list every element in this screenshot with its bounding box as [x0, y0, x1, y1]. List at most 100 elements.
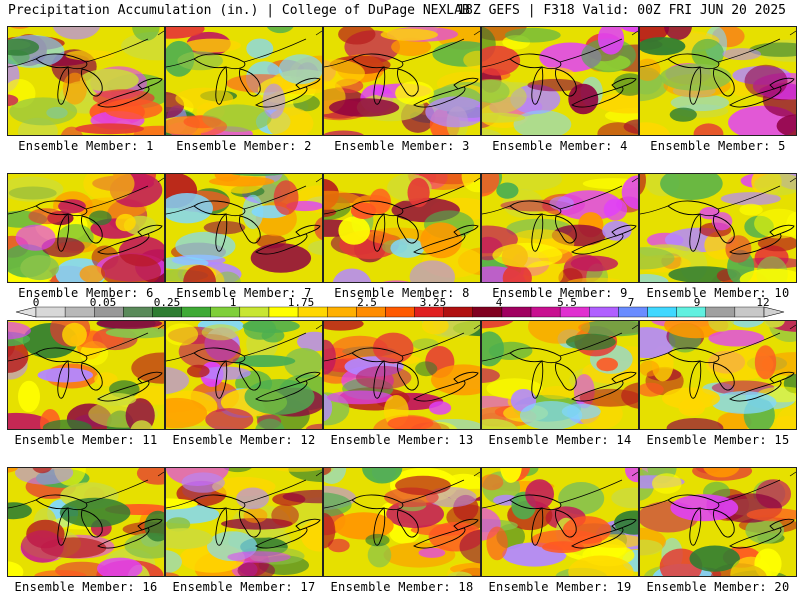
colorbar-swatch [35, 306, 66, 318]
colorbar-swatch [501, 306, 532, 318]
precip-blob [338, 27, 376, 45]
precip-blob [429, 401, 452, 415]
precip-blob [482, 418, 518, 429]
precip-blob [8, 412, 50, 429]
precip-blob [720, 192, 781, 206]
colorbar-tick-label: 0.25 [153, 296, 181, 309]
colorbar-swatch [530, 306, 561, 318]
precip-blob [34, 570, 87, 576]
precip-blob [482, 474, 504, 491]
border-line [166, 324, 322, 362]
precip-blob [269, 468, 322, 472]
precip-blob [83, 174, 135, 202]
border-line [166, 30, 322, 68]
precip-blob [324, 393, 333, 422]
precip-map [323, 467, 481, 577]
great-lakes-outline [193, 347, 246, 364]
precip-map [323, 26, 481, 136]
precip-blob [754, 345, 777, 380]
precip-blob [365, 533, 390, 547]
precip-blob [763, 321, 785, 328]
great-lakes-outline [769, 77, 795, 90]
great-lakes-outline [137, 518, 163, 531]
precip-blob [250, 243, 312, 273]
precip-blob [166, 323, 199, 346]
ensemble-member-label: Ensemble Member: 16 [14, 580, 158, 594]
precip-blob [482, 368, 500, 383]
ensemble-member-panel: Ensemble Member: 14 [481, 320, 639, 447]
precip-blob [739, 268, 796, 282]
precip-blob [178, 334, 241, 370]
precip-blob [739, 203, 763, 216]
precip-blob [242, 321, 300, 333]
precip-blob [96, 393, 137, 406]
precip-blob [596, 92, 638, 114]
precip-blob [660, 174, 723, 200]
precip-blob [492, 242, 563, 268]
ensemble-member-label: Ensemble Member: 7 [176, 286, 312, 300]
great-lakes-outline [81, 362, 103, 391]
colorbar-swatch [327, 306, 357, 318]
border-line [8, 177, 164, 215]
colorbar-swatch [239, 306, 270, 318]
precip-map [323, 320, 481, 430]
precip-blob [37, 367, 93, 383]
precip-blob [104, 98, 163, 120]
precip-blob [640, 360, 660, 377]
great-lakes-outline [531, 213, 544, 252]
great-lakes-outline [239, 68, 261, 97]
great-lakes-outline [413, 527, 466, 549]
great-lakes-outline [373, 360, 386, 399]
precip-blob [708, 321, 734, 332]
great-lakes-outline [571, 233, 624, 255]
great-lakes-outline [255, 233, 308, 255]
precip-blob [324, 59, 365, 88]
precip-blob [305, 423, 322, 429]
precip-map [481, 26, 639, 136]
precip-blob [570, 255, 619, 272]
great-lakes-outline [713, 68, 735, 97]
precip-map [165, 26, 323, 136]
precip-blob [62, 322, 87, 347]
precip-blob [101, 254, 161, 282]
precip-map [323, 173, 481, 283]
great-lakes-outline [373, 507, 386, 546]
colorbar-tick-label: 4 [495, 296, 503, 309]
precip-map [165, 173, 323, 283]
precip-blob [166, 115, 227, 135]
precip-blob [488, 341, 533, 360]
precip-blob [8, 468, 18, 473]
precip-blob [640, 58, 661, 81]
precip-blob [482, 128, 502, 135]
precip-blob [79, 265, 106, 282]
precip-blob [527, 78, 583, 92]
ensemble-member-panel: Ensemble Member: 6 [7, 173, 165, 300]
great-lakes-outline [769, 371, 795, 384]
precip-blob [482, 112, 526, 123]
ensemble-member-label: Ensemble Member: 5 [650, 139, 786, 153]
great-lakes-outline [215, 66, 228, 105]
great-lakes-outline [729, 233, 782, 255]
precip-blob [776, 114, 796, 135]
precip-blob [367, 542, 392, 568]
precip-blob [744, 64, 788, 98]
great-lakes-outline [769, 224, 795, 237]
great-lakes-outline [239, 509, 261, 538]
colorbar-tick-label: 12 [756, 296, 770, 309]
precip-blob [596, 357, 618, 372]
border-line [482, 324, 638, 362]
precip-blob [271, 504, 299, 527]
precip-blob [214, 174, 241, 182]
precip-blob [32, 468, 52, 474]
precip-blob [613, 73, 638, 96]
precip-blob [273, 180, 299, 215]
colorbar-tick-label: 2.5 [357, 296, 377, 309]
precip-blob [324, 321, 364, 331]
great-lakes-outline [531, 360, 544, 399]
ensemble-member-label: Ensemble Member: 10 [646, 286, 790, 300]
ensemble-member-panel: Ensemble Member: 7 [165, 173, 323, 300]
great-lakes-outline [57, 360, 70, 399]
great-lakes-outline [667, 53, 720, 70]
precip-blob [198, 366, 251, 380]
precip-blob [8, 176, 64, 202]
